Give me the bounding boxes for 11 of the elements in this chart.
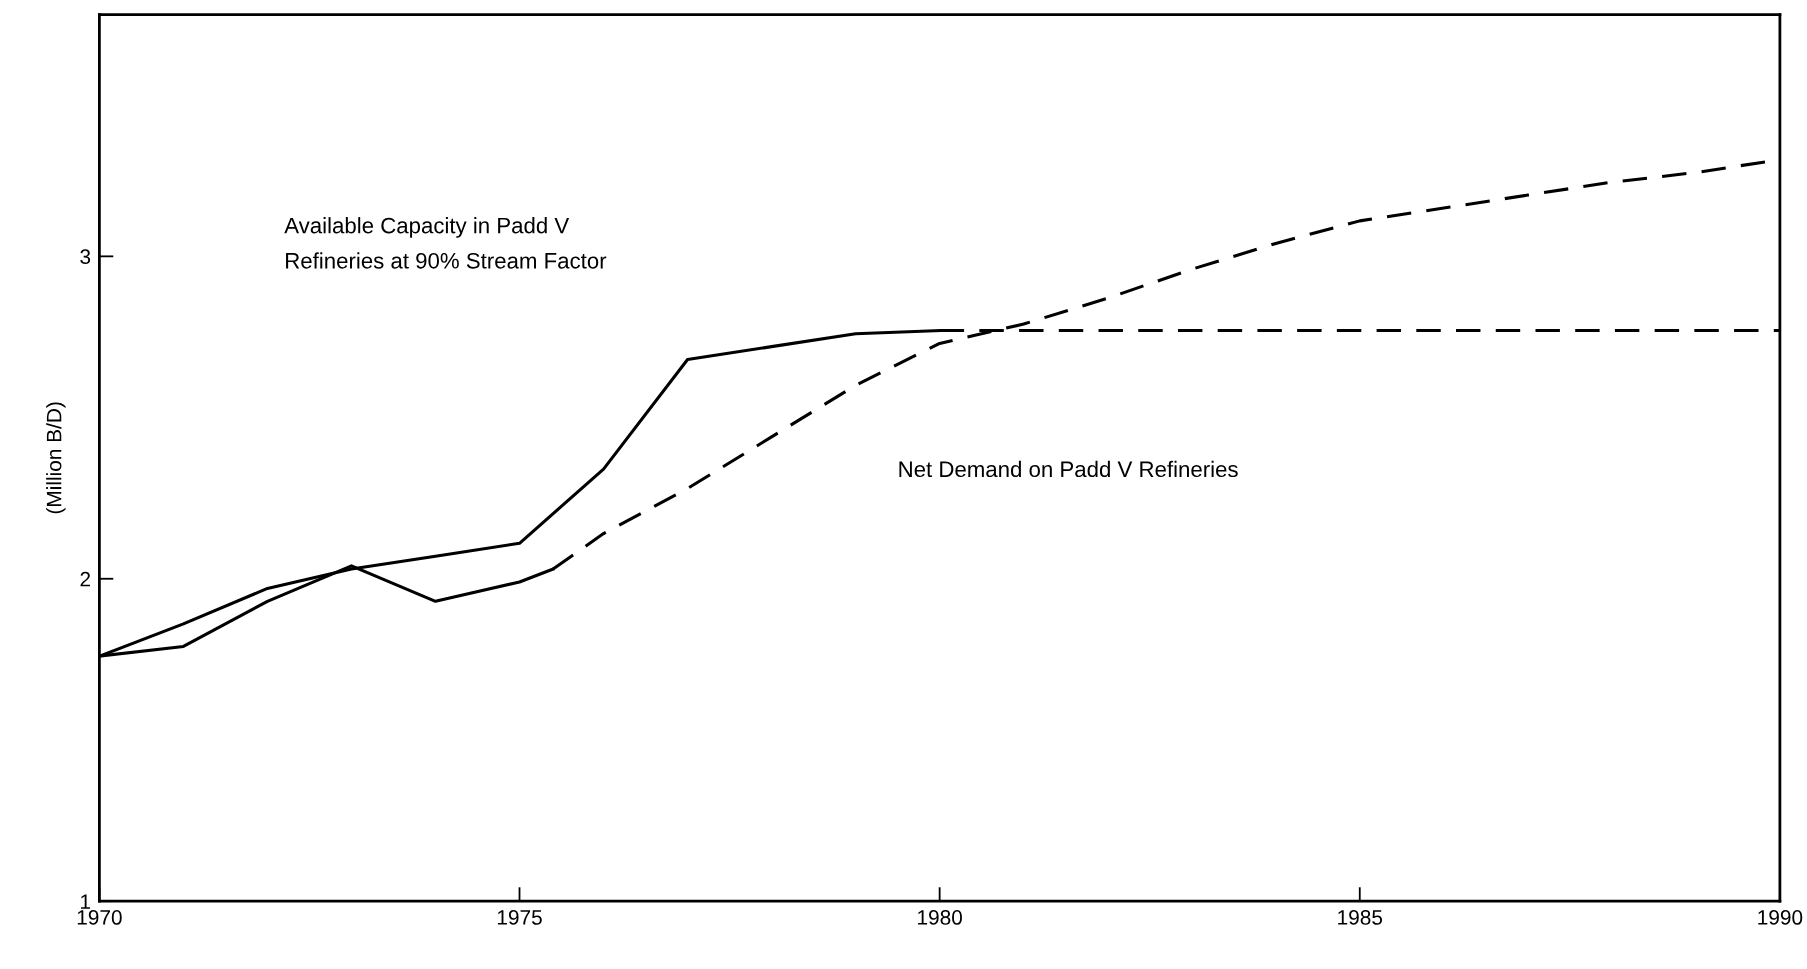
x-tick-label: 1985 [1338,910,1383,925]
x-tick-label: 1980 [918,910,962,925]
x-tick-label: 1970 [77,910,122,925]
y-tick-label: 3 [80,249,91,265]
y-axis-title: (Million B/D) [46,402,66,514]
y-tick-label: 1 [81,894,91,909]
x-tick-label: 1975 [497,910,542,925]
x-tick-label: 1990 [1758,910,1803,925]
y-tick-label: 2 [80,571,91,587]
annotation: Net Demand on Padd V Refineries [899,460,1238,478]
annotation: Available Capacity in Padd V Refineries at 90% Stream Factor [284,217,607,269]
